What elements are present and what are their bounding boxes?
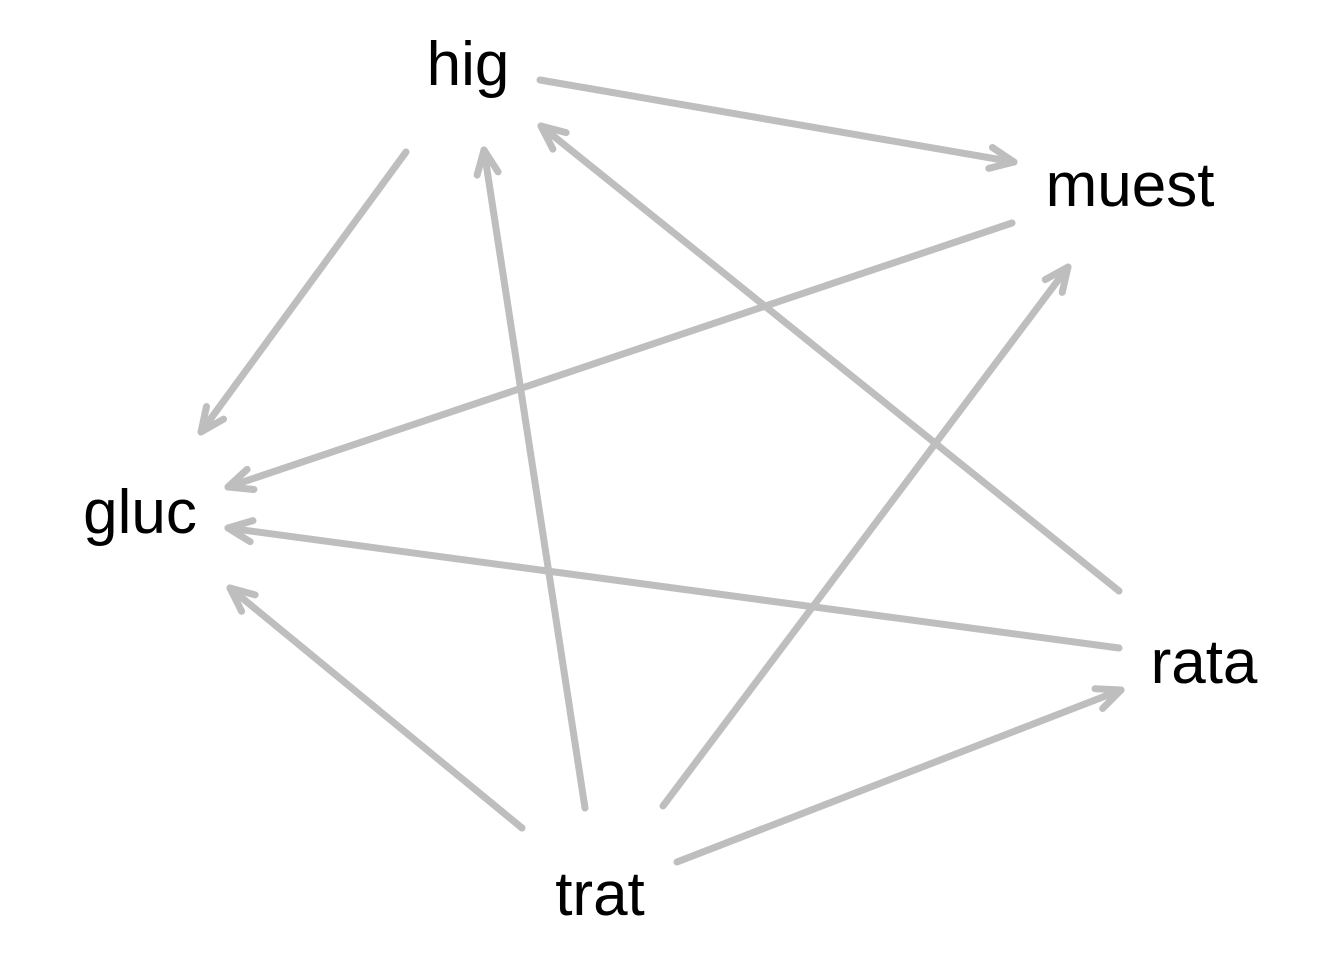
edge-line	[537, 122, 1123, 595]
arrowhead-icon	[537, 122, 570, 153]
edge-line	[224, 524, 1123, 652]
edge-line	[480, 146, 589, 812]
edge-hig-to-gluc	[197, 148, 410, 436]
node-muest-label: muest	[1046, 151, 1215, 220]
edge-muest-to-gluc	[224, 219, 1016, 493]
arrowhead-icon	[473, 146, 502, 179]
edge-trat-to-hig	[473, 146, 589, 812]
arrowhead-icon	[224, 465, 258, 493]
edge-trat-to-muest	[659, 263, 1072, 810]
edge-line	[673, 686, 1125, 866]
edge-hig-to-muest	[536, 76, 1018, 172]
edge-rata-to-gluc	[224, 517, 1123, 652]
node-hig-label: hig	[427, 30, 510, 99]
edge-line	[536, 76, 1018, 166]
arrowhead-icon	[985, 144, 1018, 172]
arrowhead-icon	[224, 517, 257, 546]
arrowhead-icon	[1041, 263, 1072, 296]
edges-layer	[197, 76, 1125, 866]
edge-rata-to-hig	[537, 122, 1123, 595]
edge-line	[659, 263, 1072, 810]
edge-line	[224, 219, 1016, 491]
edge-trat-to-gluc	[226, 584, 526, 832]
node-trat-label: trat	[555, 860, 645, 929]
edge-trat-to-rata	[673, 685, 1125, 866]
arrowhead-icon	[226, 584, 259, 615]
node-rata-label: rata	[1151, 628, 1258, 697]
arrowhead-icon	[1091, 685, 1125, 712]
node-gluc-label: gluc	[83, 478, 197, 547]
arrowhead-icon	[197, 403, 228, 436]
edge-line	[226, 584, 526, 832]
edge-line	[197, 148, 410, 436]
